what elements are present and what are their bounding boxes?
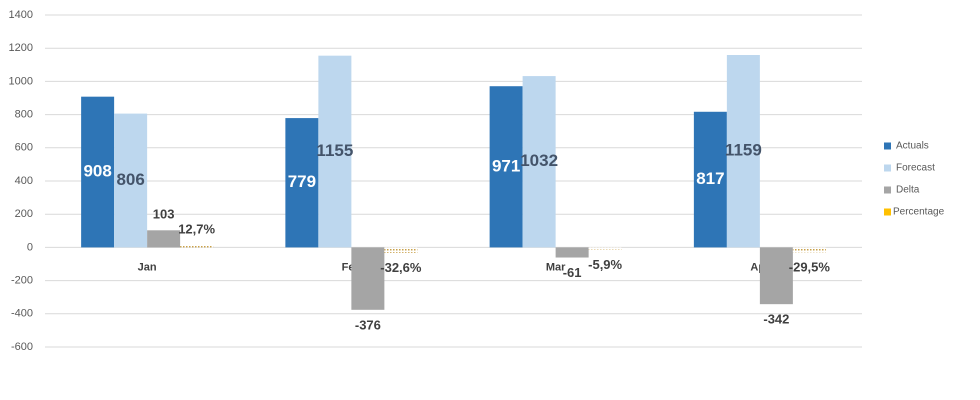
bar xyxy=(114,113,148,248)
data-label: 779 xyxy=(288,172,316,191)
legend-swatch xyxy=(884,142,891,150)
data-label: -376 xyxy=(355,317,381,332)
legend-label: Actuals xyxy=(896,141,929,152)
bar xyxy=(489,86,523,248)
bar xyxy=(693,111,727,248)
bar xyxy=(726,55,760,248)
data-label: 971 xyxy=(492,156,520,175)
bar xyxy=(555,247,589,258)
legend-label: Percentage xyxy=(893,207,945,218)
bar xyxy=(351,247,385,310)
y-tick-label: 1400 xyxy=(9,9,33,21)
y-tick-label: 0 xyxy=(27,241,33,253)
legend-swatch xyxy=(884,164,891,172)
data-label: 817 xyxy=(696,169,724,188)
bar xyxy=(384,247,418,253)
bar xyxy=(588,247,622,250)
x-tick-label: Mar xyxy=(546,261,566,273)
data-label: 12,7% xyxy=(178,222,215,237)
data-label: -29,5% xyxy=(789,260,831,275)
legend-swatch xyxy=(884,208,891,216)
data-label: -32,6% xyxy=(380,260,422,275)
y-tick-label: -400 xyxy=(11,308,33,320)
data-label: 1155 xyxy=(316,141,353,160)
bar xyxy=(81,96,115,248)
data-label: 1032 xyxy=(520,151,558,170)
data-label: 908 xyxy=(83,162,111,181)
x-tick-label: Jan xyxy=(138,261,157,273)
legend-label: Forecast xyxy=(896,163,935,174)
bar xyxy=(180,245,214,248)
legend-label: Delta xyxy=(896,185,920,196)
data-label: -5,9% xyxy=(588,257,622,272)
data-label: 103 xyxy=(153,207,175,222)
y-tick-label: 400 xyxy=(15,175,33,187)
bar xyxy=(318,55,352,248)
bar xyxy=(792,247,826,253)
y-tick-label: 1200 xyxy=(9,42,33,54)
y-tick-label: 600 xyxy=(15,142,33,154)
y-tick-label: 800 xyxy=(15,109,33,121)
data-label: -61 xyxy=(563,265,582,280)
y-tick-label: 200 xyxy=(15,208,33,220)
data-label: 1159 xyxy=(725,141,762,160)
bar xyxy=(759,247,793,305)
y-tick-label: 1000 xyxy=(9,75,33,87)
bar xyxy=(522,76,556,248)
data-label: -342 xyxy=(763,312,789,327)
bar xyxy=(147,230,181,248)
y-tick-label: -600 xyxy=(11,341,33,353)
bar xyxy=(285,118,319,248)
y-tick-label: -200 xyxy=(11,275,33,287)
data-label: 806 xyxy=(116,170,144,189)
legend-swatch xyxy=(884,186,891,194)
